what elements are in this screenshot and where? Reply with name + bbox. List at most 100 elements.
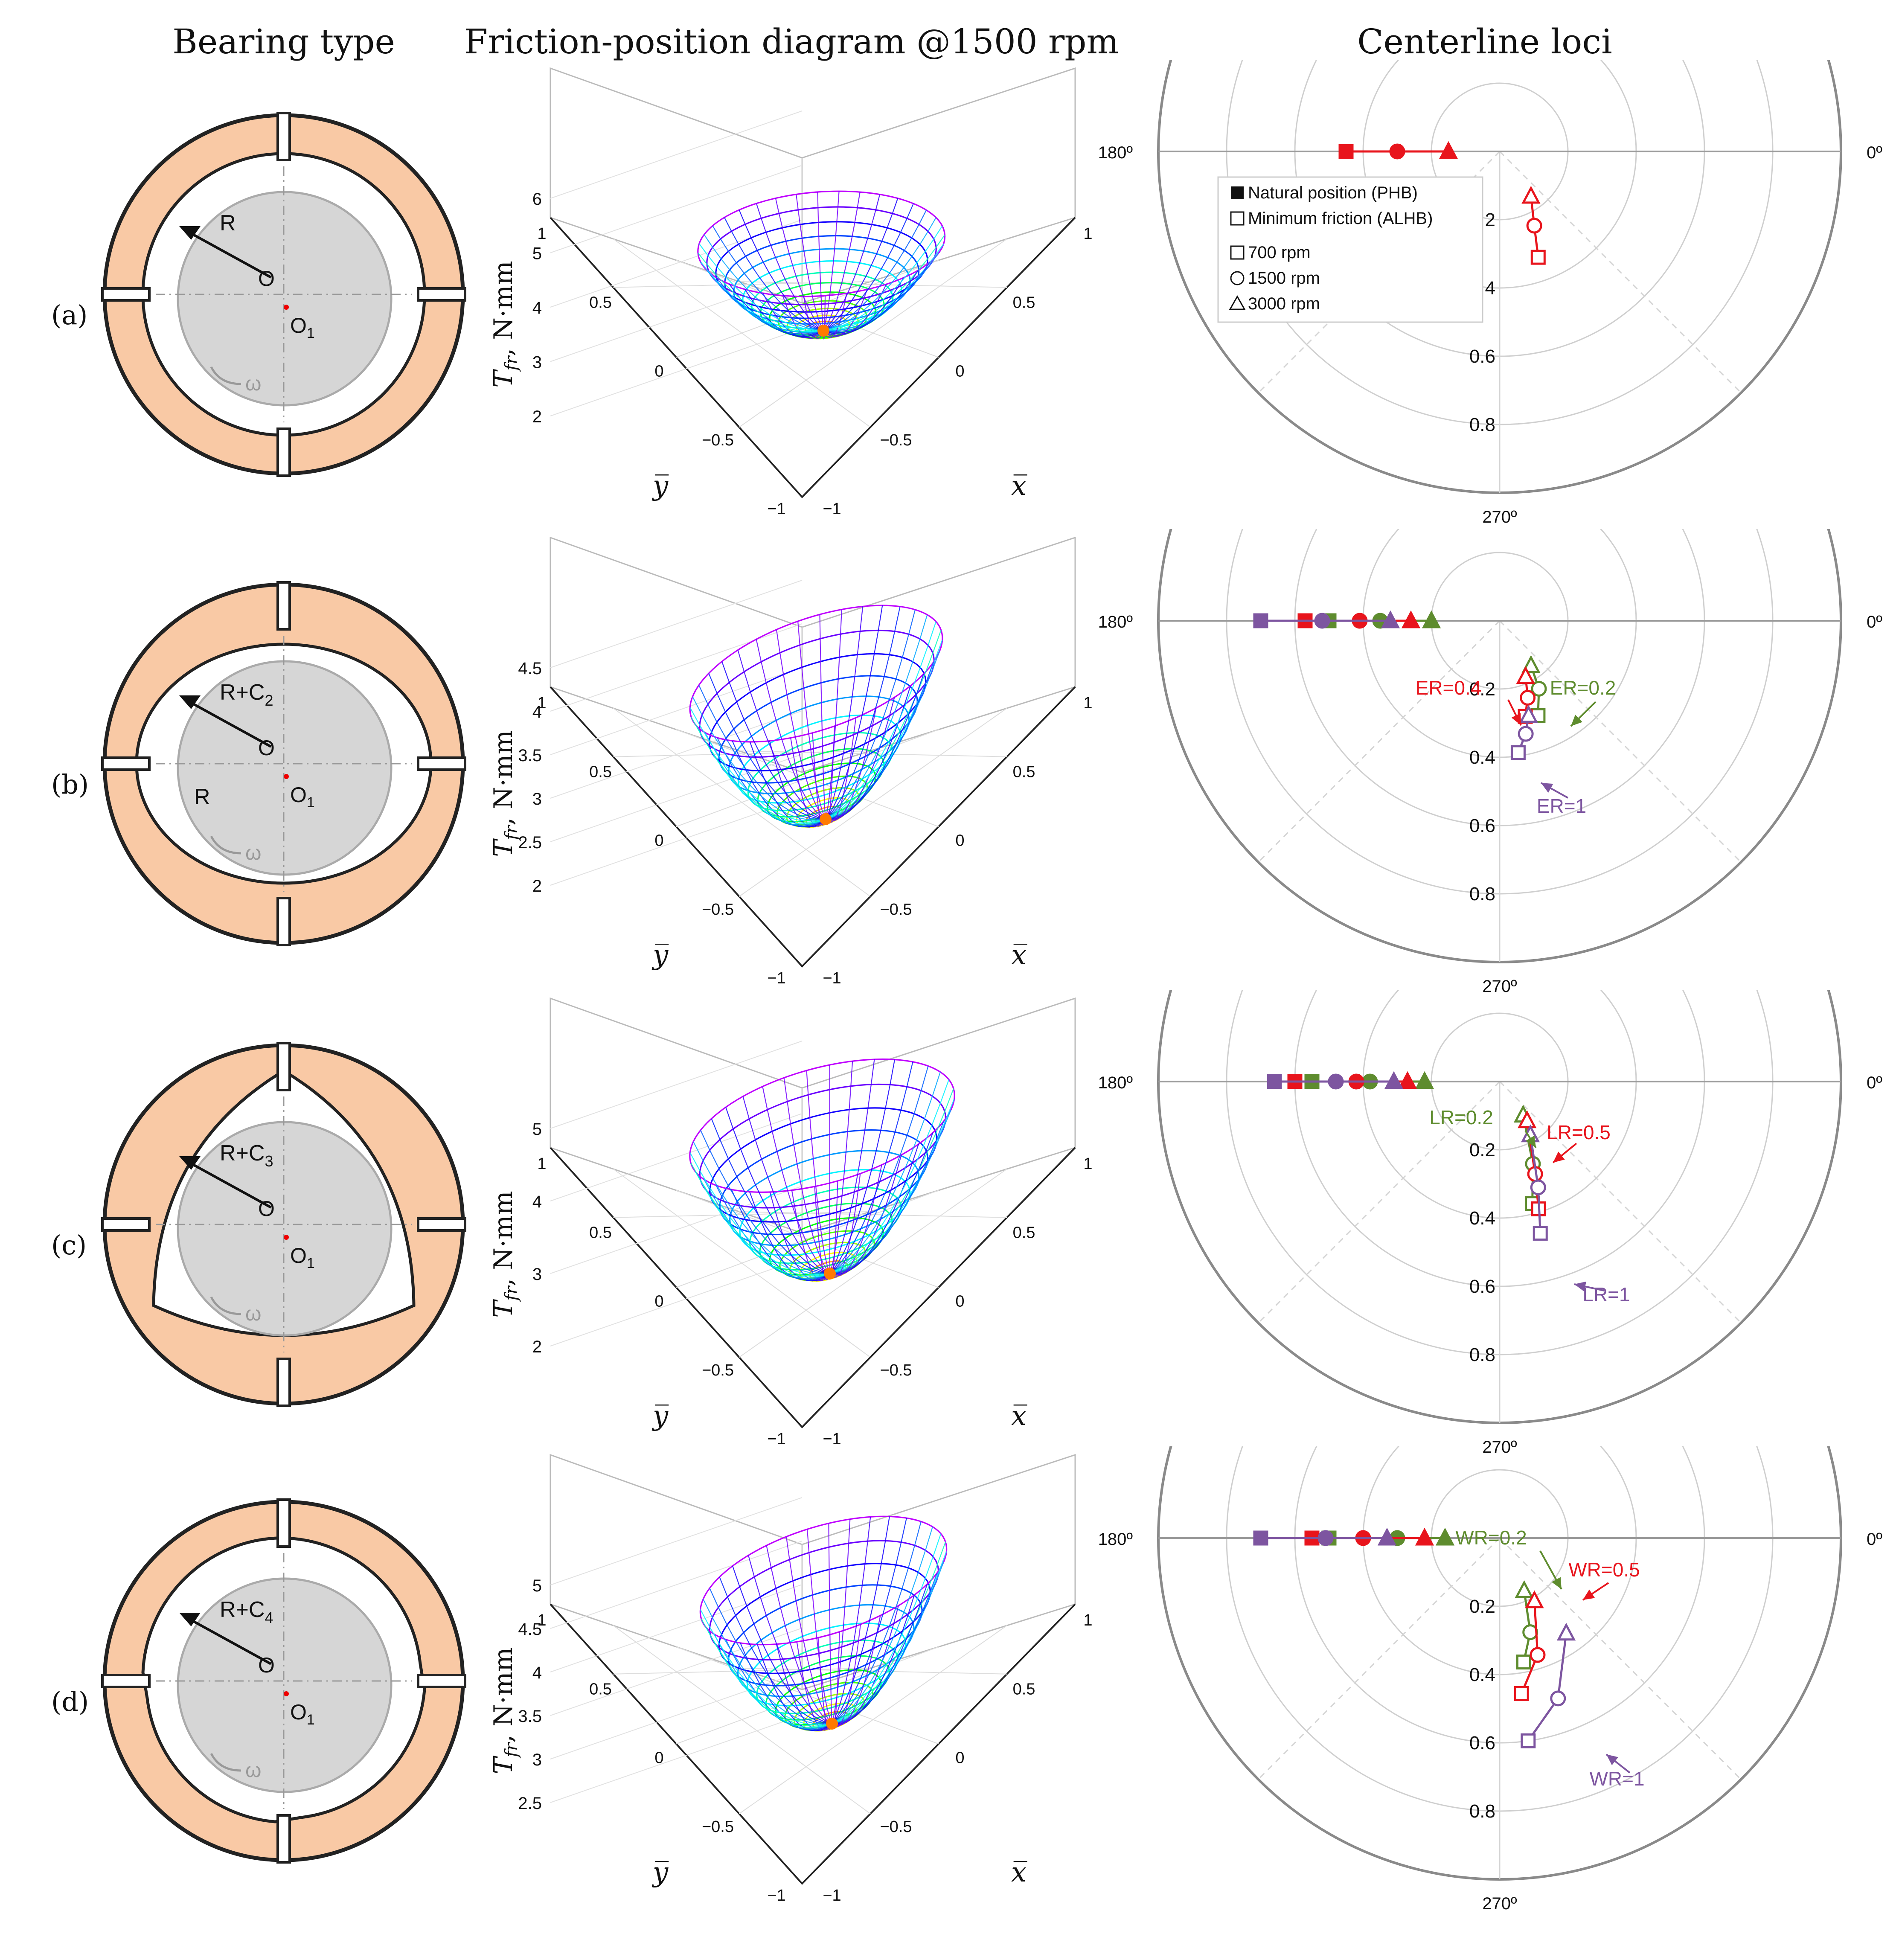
floor-grid bbox=[613, 708, 871, 897]
oil-groove bbox=[276, 1042, 291, 1091]
locus-marker-700rpm bbox=[1510, 745, 1526, 760]
x-tick-label: 0.5 bbox=[1013, 763, 1035, 781]
surface-mesh-spoke bbox=[689, 707, 826, 822]
polar-spoke bbox=[1499, 1537, 1742, 1780]
z-gridline bbox=[550, 1628, 803, 1716]
surface-mesh-spoke bbox=[732, 1566, 832, 1724]
bearing-center-label: O bbox=[258, 736, 275, 760]
polar-spoke bbox=[1258, 620, 1501, 863]
surface-mesh-spoke bbox=[737, 650, 826, 820]
surface-box-back bbox=[550, 536, 1076, 687]
oil-groove bbox=[276, 427, 291, 477]
rotation-arrow bbox=[210, 366, 241, 385]
y-tick-label: 0.5 bbox=[589, 763, 612, 781]
legend-symbol-triangle bbox=[1229, 295, 1246, 310]
z-tick-label: 4 bbox=[532, 703, 542, 721]
y-tick-label: 0.5 bbox=[589, 1224, 612, 1242]
surface-axis-front bbox=[550, 1603, 1076, 1885]
floor-grid bbox=[739, 1169, 1007, 1358]
shaft bbox=[177, 1577, 393, 1793]
floor-grid bbox=[739, 238, 1007, 428]
annotation-arrowhead bbox=[1511, 713, 1521, 725]
locus-marker-1500rpm bbox=[1530, 1647, 1546, 1663]
polar-plot bbox=[1157, 60, 1842, 494]
radius-arrowhead bbox=[179, 1156, 201, 1170]
surface-mesh-spoke bbox=[831, 1519, 851, 1724]
omega-label: ω bbox=[245, 842, 261, 864]
x-axis-label: x̅ bbox=[1011, 470, 1027, 502]
radius-label: R+C2 bbox=[220, 680, 273, 709]
locus-marker-1500rpm bbox=[1520, 689, 1536, 706]
shaft bbox=[177, 1121, 393, 1337]
surface-mesh-spoke bbox=[832, 1533, 942, 1724]
polar-spoke bbox=[1258, 1081, 1501, 1323]
surface-mesh-spoke bbox=[785, 1536, 832, 1724]
radial-tick-label: 0.8 bbox=[1469, 1344, 1495, 1365]
polar-spoke bbox=[1499, 151, 1742, 393]
omega-label: ω bbox=[245, 1303, 261, 1325]
surface-mesh-spoke bbox=[825, 609, 916, 820]
x-tick-label: 1 bbox=[1083, 1155, 1092, 1173]
surface-mesh-spoke bbox=[817, 192, 824, 331]
x-tick-label: −0.5 bbox=[880, 431, 912, 449]
radial-tick-label: 0.2 bbox=[1469, 679, 1495, 700]
x-tick-label: 0 bbox=[955, 1749, 964, 1767]
radius-label: R+C4 bbox=[220, 1597, 273, 1626]
surface-mesh-spoke bbox=[700, 1609, 832, 1726]
surface-mesh-spoke bbox=[829, 1059, 896, 1274]
legend-symbol-square bbox=[1230, 211, 1245, 226]
polar-spoke bbox=[1499, 620, 1742, 863]
outer-radius-label: R bbox=[194, 785, 210, 809]
y-tick-label: −1 bbox=[767, 969, 785, 987]
z-tick-label: 3 bbox=[532, 790, 542, 808]
legend-box bbox=[1217, 176, 1483, 323]
angle-label-0: 0º bbox=[1867, 143, 1882, 162]
surface-mesh-spoke bbox=[756, 639, 826, 820]
surface-mesh-spoke bbox=[721, 661, 826, 820]
z-gridline bbox=[550, 1186, 803, 1274]
y-tick-label: 1 bbox=[537, 1155, 546, 1173]
surface-mesh-spoke bbox=[704, 234, 824, 332]
surface-mesh-spoke bbox=[797, 621, 826, 820]
shaft-center-dot bbox=[284, 305, 289, 310]
surface-mesh-spoke bbox=[807, 1529, 833, 1724]
z-gridline bbox=[550, 1258, 803, 1346]
annotation-arrowhead bbox=[1583, 1589, 1595, 1600]
oil-groove bbox=[417, 756, 466, 771]
locus-marker-3000rpm bbox=[1415, 1071, 1434, 1089]
z-tick-label: 2 bbox=[532, 407, 542, 426]
surface-mesh-spoke bbox=[748, 1555, 832, 1724]
locus-marker-700rpm bbox=[1338, 144, 1354, 159]
polar-spoke bbox=[1258, 1537, 1501, 1780]
z-tick-label: 4 bbox=[532, 1192, 542, 1211]
surface-mesh-spoke bbox=[823, 191, 840, 331]
radial-tick-label: 0.6 bbox=[1469, 346, 1495, 367]
surface-mesh-spoke bbox=[829, 1059, 875, 1274]
y-axis-label: y̅ bbox=[651, 470, 669, 502]
y-axis-label: y̅ bbox=[651, 1400, 669, 1432]
locus-marker-3000rpm bbox=[1439, 141, 1458, 159]
surface-mesh-spoke bbox=[825, 609, 842, 820]
radius-label: R bbox=[220, 211, 236, 236]
radius-arrow-line bbox=[185, 1616, 272, 1665]
radius-arrowhead bbox=[179, 695, 201, 709]
surface-mesh-ring bbox=[709, 1540, 939, 1660]
surface-mesh-spoke bbox=[704, 1179, 830, 1279]
surface-mesh-spoke bbox=[711, 1118, 830, 1274]
radial-tick-label: 0.2 bbox=[1469, 1140, 1495, 1160]
shaft-center-dot bbox=[284, 1235, 289, 1240]
surface-mesh-spoke bbox=[695, 1171, 830, 1278]
radius-label: R+C3 bbox=[220, 1141, 273, 1170]
locus-marker-3000rpm bbox=[1401, 610, 1421, 628]
surface-axis-front bbox=[550, 1147, 1076, 1428]
y-tick-label: −0.5 bbox=[702, 901, 734, 919]
surface-box-floor-back bbox=[550, 686, 1076, 773]
annotation-arrowhead bbox=[1571, 715, 1582, 726]
locus-marker-700rpm bbox=[1253, 613, 1268, 628]
locus-marker-700rpm bbox=[1521, 1733, 1536, 1748]
z-gridline bbox=[550, 710, 803, 799]
floor-grid bbox=[739, 1625, 1007, 1815]
